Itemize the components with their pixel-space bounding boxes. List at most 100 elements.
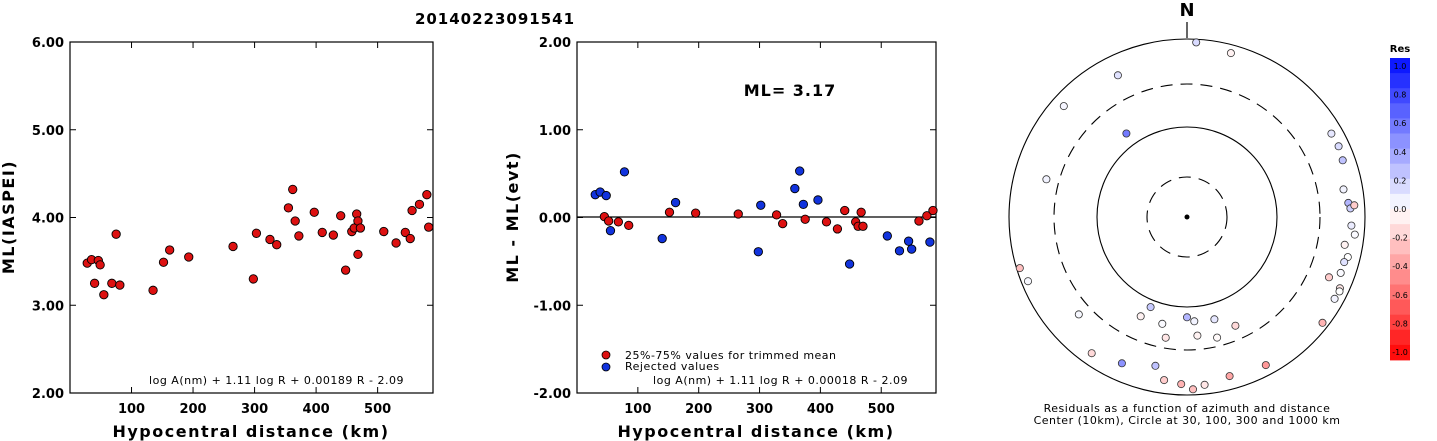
data-point [251,228,262,238]
caption-line-1: Residuals as a function of azimuth and d… [1044,402,1331,415]
data-point [691,208,701,218]
residual-vs-distance-chart: 100 200 300 400 500 -2.00 -1.00 0.00 1.00 2.00 ML… [503,36,938,441]
residual-point [1325,273,1334,282]
colorbar-cell [1390,178,1410,195]
residual-point [1347,221,1356,230]
colorbar-tick-label: -0.2 [1392,234,1408,243]
y-tick-label: -1.00 [534,299,571,314]
colorbar-cell [1390,344,1410,361]
residual-point [1183,313,1192,322]
data-point [89,278,100,288]
residual-point [1146,303,1155,312]
data-point [756,200,766,210]
residual-point [1340,240,1349,249]
legend-label-rejected: Rejected values [625,360,720,373]
colorbar-cell [1390,73,1410,89]
colorbar-cell [1390,163,1410,180]
data-point [355,223,366,233]
data-point [778,218,788,229]
data-points [590,166,938,269]
colorbar-cell [1390,58,1410,74]
data-point [903,236,914,246]
colorbar-cell [1390,239,1410,255]
colorbar-tick-label: 0.4 [1394,148,1407,157]
data-point [248,274,258,284]
colorbar-cell [1390,103,1410,119]
colorbar-cells [1390,58,1410,361]
residual-point [1334,142,1343,151]
x-axis-label: Hypocentral distance (km) [617,422,894,441]
residual-point [1225,372,1234,381]
data-point [317,227,327,238]
data-point [158,257,169,267]
data-point [272,240,282,250]
data-point [228,241,238,252]
residual-point [1158,319,1167,328]
residual-point [1136,312,1145,321]
event-title: 20140223091541 [415,10,575,28]
colorbar-tick-label: 0.2 [1394,176,1407,185]
data-point [882,231,892,241]
residual-point [1074,310,1083,319]
colorbar-cell [1390,148,1410,165]
residual-point [1336,268,1345,277]
data-point [613,217,624,227]
data-point [844,259,855,269]
x-tick-label: 300 [241,402,268,417]
data-point [115,280,125,290]
formula-label: log A(nm) + 1.11 log R + 0.00189 R - 2.0… [149,374,404,387]
y-axis-label: ML(IASPEI) [0,160,18,274]
data-point [111,229,121,239]
colorbar-cell [1390,88,1410,104]
legend: 25%-75% values for trimmed mean Rejected… [601,349,836,373]
residual-point [1117,359,1126,368]
colorbar-tick-label: 1.0 [1394,62,1407,71]
residual-point [1226,49,1235,58]
residual-point [1200,380,1209,389]
ml-annotation: ML= 3.17 [744,81,837,100]
residual-point [1261,361,1270,370]
colorbar-tick-label: -0.8 [1392,319,1408,328]
data-point [657,233,667,244]
data-point [99,290,109,300]
ring-300km [1053,83,1321,351]
data-point [336,211,346,221]
x-tick-label: 400 [807,402,834,417]
residual-point [1161,333,1170,342]
x-tick-label: 500 [868,402,895,417]
residual-point [1231,321,1240,330]
data-point [813,195,823,205]
colorbar-cell [1390,118,1410,134]
plot-frame [69,41,434,394]
y-tick-label: 0.00 [539,212,571,227]
residual-point [1190,317,1199,326]
residual-point [1193,331,1202,340]
data-point [856,207,866,217]
colorbar-tick-label: -0.6 [1392,291,1408,300]
colorbar-cell [1390,284,1410,300]
data-point [422,190,432,200]
data-point [288,184,298,195]
data-points [82,184,434,300]
data-point [907,244,917,254]
colorbar-cell [1390,299,1410,316]
residual-point [1335,287,1344,296]
data-point [165,245,175,255]
data-point [328,230,338,240]
data-point [605,226,616,236]
data-point [798,199,809,209]
data-point [753,247,763,257]
data-point [294,231,304,241]
residual-point [1338,156,1347,165]
colorbar-cell [1390,209,1410,225]
data-point [283,203,294,213]
data-point [414,199,425,209]
y-tick-label: -2.00 [534,387,571,402]
y-tick-label: 2.00 [32,387,64,402]
residual-point [1327,129,1336,138]
data-point [601,190,611,201]
data-point [405,233,415,244]
data-point [309,207,319,217]
x-tick-label: 100 [118,402,145,417]
formula-label: log A(nm) + 1.11 log R + 0.00018 R - 2.0… [653,374,908,387]
